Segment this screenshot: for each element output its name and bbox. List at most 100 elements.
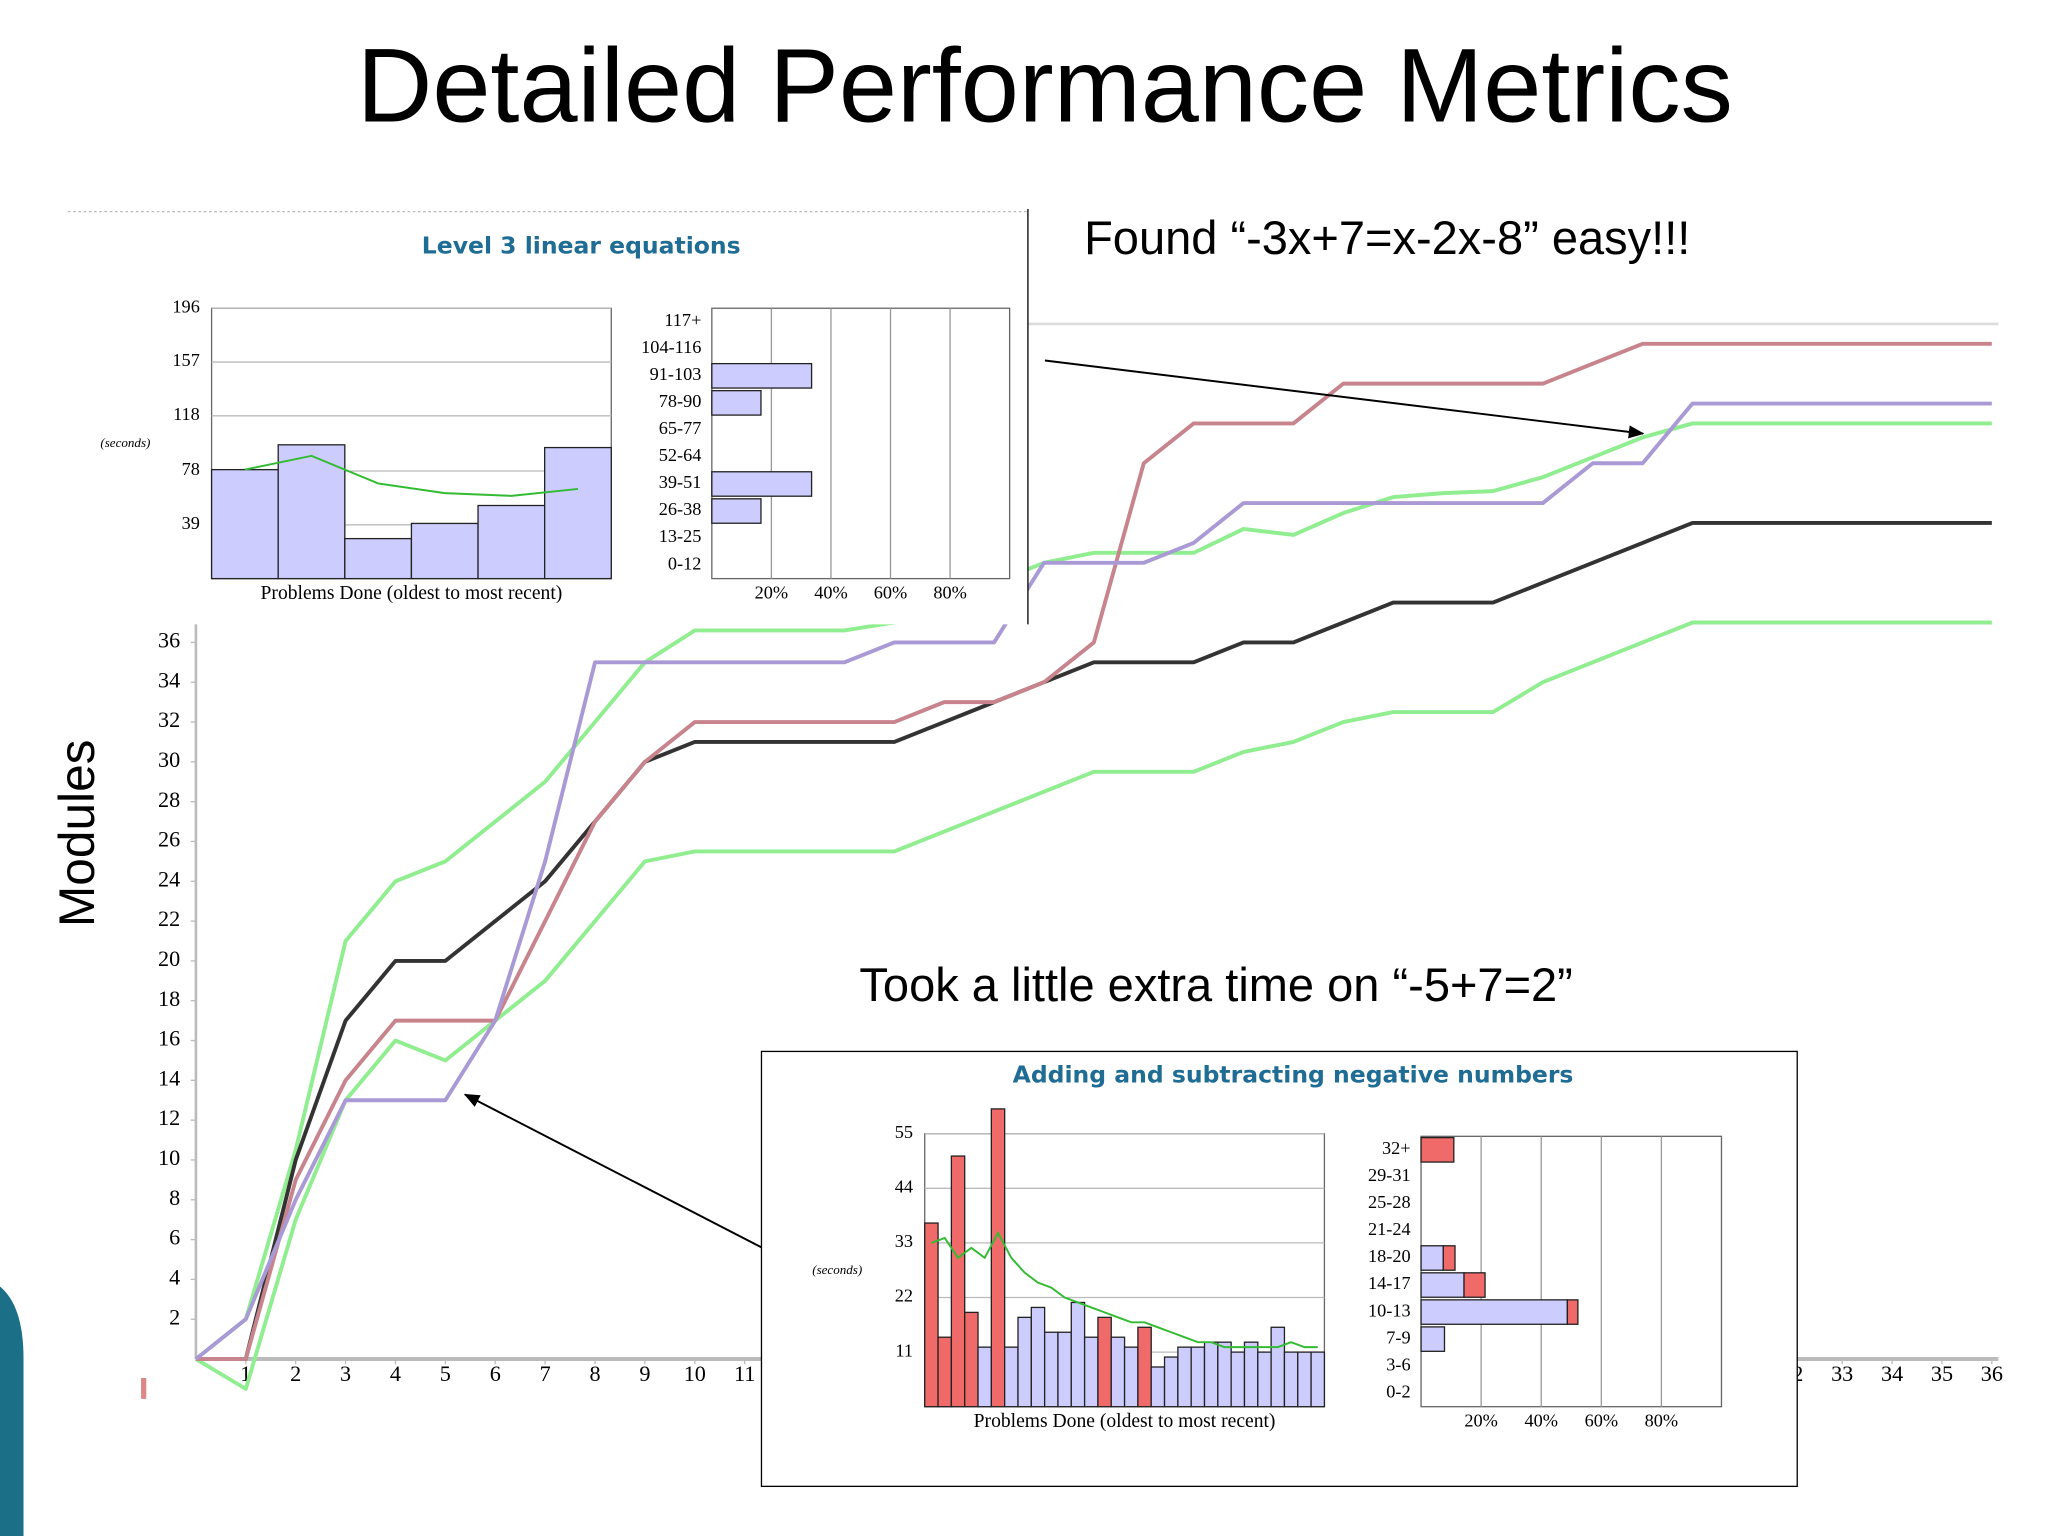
y-tick-label: 26 [158,827,180,852]
bar [964,1311,979,1408]
x-tick-label: 80% [933,582,966,602]
category-label: 26-38 [659,499,702,519]
y-tick-label: 78 [182,459,200,479]
category-label: 78-90 [659,391,702,411]
category-label: 18-20 [1368,1246,1411,1266]
x-tick-label: 7 [540,1361,551,1386]
y-tick-label: 55 [895,1122,913,1142]
y-tick-label: 39 [182,513,200,533]
bar [924,1222,939,1408]
x-tick-label: 36 [1981,1361,2003,1386]
category-label: 29-31 [1368,1165,1411,1185]
plot-area [711,307,1011,580]
category-label: 65-77 [659,418,702,438]
series-line [194,421,1992,1361]
y-axis-label: Modules [49,740,105,928]
y-tick-label: 2 [169,1304,180,1329]
bar [1097,1316,1112,1408]
y-tick-label: 4 [169,1264,180,1289]
bar [344,537,413,580]
decor-shape [0,1286,24,1536]
arrow [463,1093,762,1249]
bar [544,446,612,580]
x-tick-label: 33 [1831,1361,1853,1386]
x-tick-label: 80% [1645,1411,1678,1431]
bar [1420,1136,1455,1163]
y-tick-label: 11 [895,1340,913,1360]
bar [1270,1326,1286,1408]
series-line [194,401,1992,1361]
y-tick-label: 16 [158,1026,180,1051]
category-label: 0-12 [668,553,701,573]
annotation: Found “-3x+7=x-2x-8” easy!!! [1084,211,1690,264]
category-label: 0-2 [1386,1381,1410,1401]
category-label: 52-64 [659,445,702,465]
category-label: 3-6 [1386,1354,1410,1374]
y-tick-label: 157 [172,350,199,370]
bar [1310,1351,1326,1408]
bar [1217,1341,1232,1408]
y-tick-label: 28 [158,787,180,812]
y-tick-label: 10 [158,1145,180,1170]
chart-title: Level 3 linear equations [422,231,741,259]
x-tick-label: 11 [734,1361,755,1386]
bar [1203,1341,1219,1408]
bar [1442,1245,1456,1271]
bar [977,1346,992,1408]
category-label: 7-9 [1386,1327,1410,1347]
bar [1243,1341,1259,1408]
bar [711,362,813,389]
x-tick-label: 5 [440,1361,451,1386]
bar [1163,1356,1179,1408]
bar [950,1155,966,1408]
bar [210,468,279,580]
x-tick-label: 9 [639,1361,650,1386]
bar [1420,1299,1569,1325]
y-tick-label: 118 [173,404,200,424]
bar [1123,1346,1139,1408]
bar [711,471,813,497]
category-label: 39-51 [659,472,702,492]
x-tick-label: 20% [755,582,788,602]
category-label: 104-116 [641,337,701,357]
bar [1070,1301,1086,1408]
category-label: 117+ [664,310,701,330]
bar [1230,1351,1246,1408]
bar [1190,1346,1206,1408]
decor-mark [141,1377,147,1399]
trend-line [244,454,579,497]
bar [711,498,762,524]
y-tick-label: 14 [158,1065,180,1090]
bar [937,1336,953,1408]
bar [1150,1366,1166,1408]
bar [1057,1331,1072,1408]
y-axis-label: (seconds) [100,435,150,450]
series-line [195,521,1992,1361]
x-tick-label: 4 [390,1361,401,1386]
chart-title: Adding and subtracting negative numbers [1013,1061,1574,1089]
bar [1297,1351,1312,1408]
y-tick-label: 8 [169,1185,180,1210]
category-label: 32+ [1382,1138,1411,1158]
annotation: Took a little extra time on “-5+7=2” [859,958,1572,1011]
x-axis-label: Problems Done (oldest to most recent) [261,583,563,604]
y-axis-label: (seconds) [812,1262,862,1277]
bar [1566,1299,1579,1325]
bar [1083,1336,1099,1408]
slide-title: Detailed Performance Metrics [357,28,1733,145]
category-label: 13-25 [659,526,702,546]
bar [477,504,546,580]
y-tick-label: 44 [895,1176,913,1196]
trend-line [931,1230,1318,1349]
bar [1463,1272,1486,1298]
bar [990,1108,1006,1408]
y-tick-label: 18 [158,986,180,1011]
category-label: 25-28 [1368,1192,1411,1212]
bar [277,444,346,580]
y-tick-label: 12 [158,1105,180,1130]
bar [1017,1316,1032,1408]
bar [1137,1326,1152,1408]
y-tick-label: 22 [895,1286,913,1306]
y-tick-label: 30 [158,747,180,772]
